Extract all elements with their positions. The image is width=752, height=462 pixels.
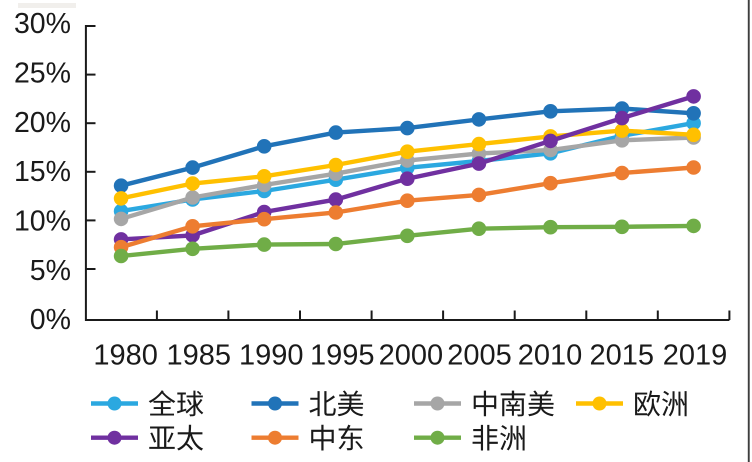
svg-text:1995: 1995: [310, 339, 375, 371]
svg-text:2010: 2010: [518, 339, 583, 371]
svg-text:2000: 2000: [379, 339, 444, 371]
svg-text:25%: 25%: [14, 58, 71, 90]
svg-text:2015: 2015: [589, 339, 654, 371]
svg-text:2005: 2005: [447, 339, 512, 371]
svg-text:1985: 1985: [166, 339, 231, 371]
svg-text:30%: 30%: [14, 8, 71, 40]
svg-text:15%: 15%: [14, 156, 71, 188]
svg-text:5%: 5%: [30, 255, 71, 287]
svg-text:10%: 10%: [14, 206, 71, 238]
svg-text:0%: 0%: [30, 304, 71, 336]
svg-text:1990: 1990: [239, 339, 304, 371]
svg-text:1980: 1980: [93, 339, 158, 371]
svg-text:20%: 20%: [14, 107, 71, 139]
svg-text:2019: 2019: [663, 339, 728, 371]
